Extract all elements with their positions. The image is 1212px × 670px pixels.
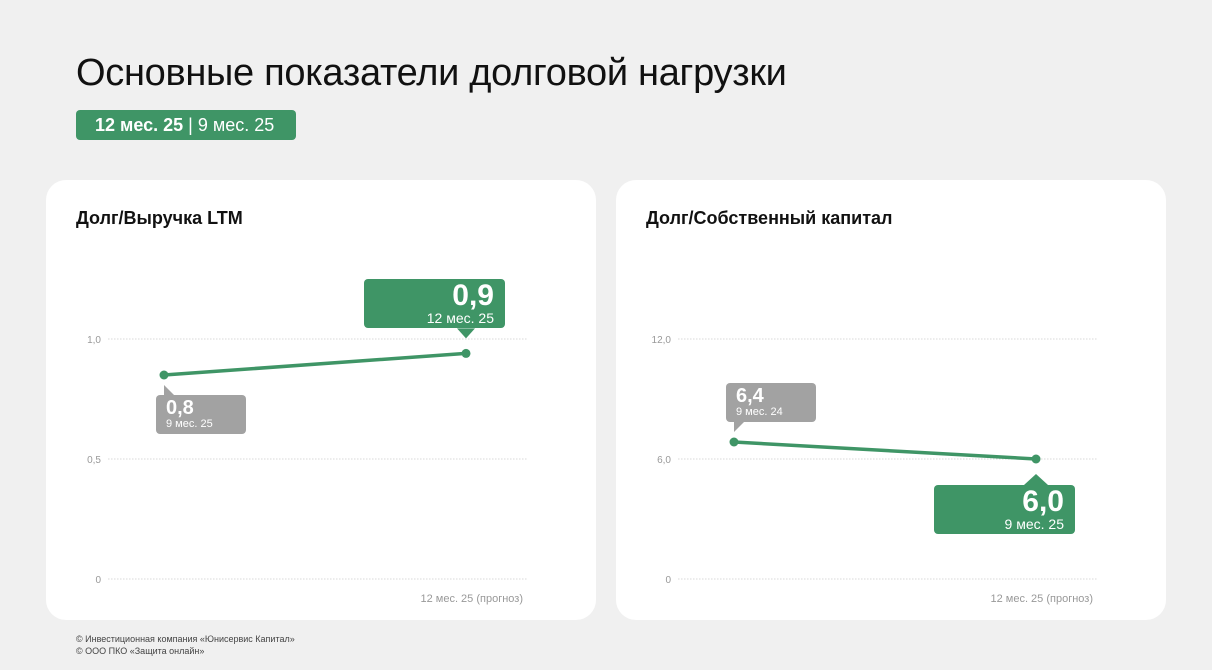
page-title: Основные показатели долговой нагрузки [76,52,787,94]
footer: © Инвестиционная компания «Юнисервис Кап… [76,633,295,657]
y-tick-label: 0 [665,575,671,586]
data-label-callout: 0,8 9 мес. 25 [156,395,246,434]
y-tick-label: 12,0 [652,335,672,346]
y-tick-label: 0,5 [87,455,101,466]
data-label-period: 9 мес. 25 [1004,516,1064,532]
y-tick-label: 1,0 [87,335,101,346]
data-point [1031,454,1041,464]
chart-title: Долг/Выручка LTM [76,208,243,228]
chart-plot: 0 0,5 1,0 [87,328,528,586]
data-point [159,370,169,380]
data-point [461,348,471,358]
data-label-value: 0,8 [166,397,194,419]
callout-pointer [734,422,744,432]
series-line [162,351,468,377]
data-label-callout: 6,0 9 мес. 25 [934,485,1075,534]
x-axis-label: 12 мес. 25 (прогноз) [420,593,523,605]
y-tick-label: 6,0 [657,455,671,466]
chart-title: Долг/Собственный капитал [646,208,893,228]
callout-pointer [164,385,174,395]
period-selector[interactable]: 12 мес. 25 | 9 мес. 25 [76,110,296,140]
series-line [732,440,1038,461]
data-label-period: 12 мес. 25 [426,310,494,327]
copyright-line: © ООО ПКО «Защита онлайн» [76,646,205,656]
data-point [729,437,739,447]
data-label-value: 6,4 [736,385,764,407]
data-label-value: 0,9 [452,279,494,313]
data-label-period: 9 мес. 25 [166,418,213,430]
chart-card-debt-revenue: 0 0,5 1,0 Долг/Выручка LTM 12 мес. 25 (про… [46,180,596,620]
data-label-callout: 6,4 9 мес. 24 [726,383,816,422]
y-tick-label: 0 [95,575,101,586]
period-active[interactable]: 12 мес. 25 [95,115,184,135]
period-other[interactable]: 9 мес. 25 [197,115,275,135]
data-label-callout: 0,9 12 мес. 25 [364,279,505,329]
chart-card-debt-equity: 0 6,0 12,0 Долг/Собственный капитал 12 мес… [616,180,1166,620]
callout-pointer [1024,474,1048,485]
copyright-line: © Инвестиционная компания «Юнисервис Кап… [76,634,295,644]
period-separator: | [188,115,193,135]
callout-pointer [457,328,475,339]
chart-plot: 0 6,0 12,0 [652,335,1098,586]
data-label-value: 6,0 [1022,485,1064,518]
data-label-period: 9 мес. 24 [736,406,783,418]
x-axis-label: 12 мес. 25 (прогноз) [990,593,1093,605]
